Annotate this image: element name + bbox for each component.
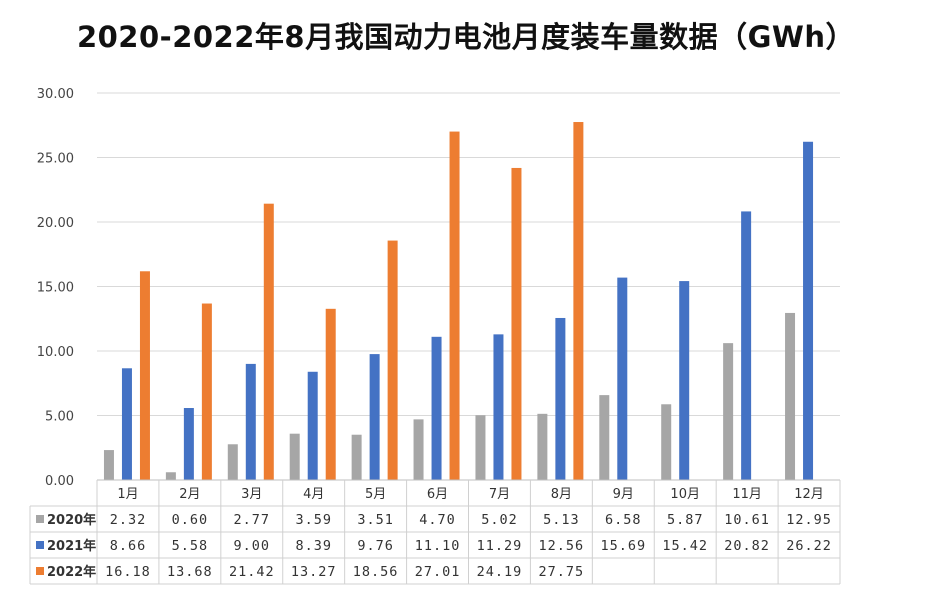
data-label: 11.29: [477, 538, 523, 554]
data-label: 5.02: [481, 512, 518, 528]
data-label: 9.76: [357, 538, 394, 554]
data-label: 5.58: [172, 538, 209, 554]
legend-label: 2021年: [47, 538, 96, 554]
data-label: 11.10: [415, 538, 461, 554]
bar-2022年-1月: [139, 271, 150, 480]
bar-2022年-3月: [263, 203, 274, 480]
bar-2020年-4月: [289, 433, 300, 480]
bar-2021年-10月: [679, 281, 690, 480]
data-label: 27.75: [539, 564, 585, 580]
legend-swatch-2022年: [36, 567, 44, 575]
data-label: 8.39: [295, 538, 332, 554]
data-label: 2.77: [234, 512, 271, 528]
bar-2020年-11月: [723, 343, 734, 480]
data-label: 21.42: [229, 564, 275, 580]
bar-2020年-8月: [537, 413, 548, 480]
data-label: 16.18: [105, 564, 151, 580]
x-tick-label: 11月: [732, 487, 762, 502]
y-tick-label: 20.00: [37, 216, 74, 231]
data-label: 15.42: [662, 538, 708, 554]
bar-2022年-2月: [201, 303, 212, 480]
data-label: 6.58: [605, 512, 642, 528]
legend-swatch-2021年: [36, 541, 44, 549]
data-label: 15.69: [600, 538, 646, 554]
data-label: 13.27: [291, 564, 337, 580]
data-label: 27.01: [415, 564, 461, 580]
x-tick-label: 6月: [427, 487, 448, 502]
y-tick-label: 5.00: [45, 410, 74, 425]
bar-2021年-4月: [307, 371, 318, 480]
bar-2021年-6月: [431, 336, 442, 480]
data-label: 13.68: [167, 564, 213, 580]
data-label: 5.87: [667, 512, 704, 528]
data-label: 3.51: [357, 512, 394, 528]
bar-2022年-6月: [449, 131, 460, 481]
bar-2021年-12月: [803, 141, 814, 480]
chart-title: 2020-2022年8月我国动力电池月度装车量数据（GWh）: [76, 20, 856, 54]
legend-swatch-2020年: [36, 515, 44, 523]
bar-2020年-12月: [785, 312, 796, 480]
data-label: 2.32: [110, 512, 147, 528]
bar-2020年-7月: [475, 415, 486, 480]
x-tick-label: 8月: [551, 487, 572, 502]
x-tick-label: 2月: [179, 487, 200, 502]
legend-label: 2022年: [47, 564, 96, 580]
bar-2020年-10月: [661, 404, 672, 480]
bar-2020年-5月: [351, 434, 362, 480]
y-tick-label: 10.00: [37, 345, 74, 360]
data-label: 12.56: [539, 538, 585, 554]
data-label: 18.56: [353, 564, 399, 580]
bar-2020年-1月: [103, 450, 114, 480]
x-tick-label: 10月: [670, 487, 700, 502]
y-tick-label: 25.00: [37, 152, 74, 167]
data-label: 5.13: [543, 512, 580, 528]
bar-2022年-8月: [573, 122, 584, 481]
bar-2021年-5月: [369, 354, 380, 480]
data-label: 8.66: [110, 538, 147, 554]
bar-2021年-7月: [493, 334, 504, 480]
x-tick-label: 5月: [365, 487, 386, 502]
data-label: 4.70: [419, 512, 456, 528]
data-label: 26.22: [786, 538, 832, 554]
data-label: 3.59: [295, 512, 332, 528]
data-label: 24.19: [477, 564, 523, 580]
x-tick-label: 3月: [241, 487, 262, 502]
legend-label: 2020年: [47, 512, 96, 528]
bar-2021年-11月: [741, 211, 752, 480]
y-tick-label: 15.00: [37, 281, 74, 296]
bar-2022年-4月: [325, 308, 336, 480]
bar-2021年-1月: [121, 368, 132, 480]
bar-2021年-9月: [617, 277, 628, 480]
y-tick-label: 0.00: [45, 474, 74, 489]
bar-2020年-3月: [227, 444, 238, 480]
x-tick-label: 4月: [303, 487, 324, 502]
bar-2020年-2月: [165, 472, 176, 480]
data-label: 10.61: [724, 512, 770, 528]
data-label: 20.82: [724, 538, 770, 554]
bar-2020年-6月: [413, 419, 424, 480]
bar-2020年-9月: [599, 395, 610, 480]
x-tick-label: 12月: [794, 487, 824, 502]
x-tick-label: 7月: [489, 487, 510, 502]
data-label: 0.60: [172, 512, 209, 528]
x-tick-label: 1月: [117, 487, 138, 502]
data-label: 12.95: [786, 512, 832, 528]
bar-2021年-2月: [183, 408, 194, 480]
bar-2022年-7月: [511, 167, 522, 480]
bar-2022年-5月: [387, 240, 398, 480]
bar-2021年-8月: [555, 317, 566, 480]
y-tick-label: 30.00: [37, 87, 74, 102]
bar-2021年-3月: [245, 363, 256, 480]
data-label: 9.00: [234, 538, 271, 554]
x-tick-label: 9月: [613, 487, 634, 502]
